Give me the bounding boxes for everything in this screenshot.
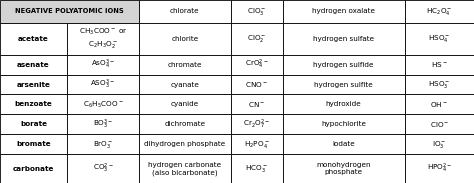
Bar	[404, 154, 474, 183]
Text: cyanate: cyanate	[171, 82, 200, 87]
Bar	[404, 55, 474, 75]
Bar	[139, 23, 231, 55]
Text: hypochlorite: hypochlorite	[321, 121, 366, 127]
Text: chlorate: chlorate	[170, 8, 200, 14]
Text: monohydrogen
phosphate: monohydrogen phosphate	[317, 162, 371, 175]
Text: iodate: iodate	[332, 141, 355, 147]
Bar	[0, 75, 67, 94]
Text: $\mathregular{HSO_3^-}$: $\mathregular{HSO_3^-}$	[428, 79, 450, 90]
Text: $\mathregular{HC_2O_4^-}$: $\mathregular{HC_2O_4^-}$	[426, 6, 453, 17]
Bar	[139, 0, 231, 23]
Bar	[404, 94, 474, 114]
Text: $\mathregular{CrO_4^{2-}}$: $\mathregular{CrO_4^{2-}}$	[245, 58, 269, 71]
Bar	[283, 114, 404, 134]
Text: $\mathregular{Cr_2O_7^{2-}}$: $\mathregular{Cr_2O_7^{2-}}$	[243, 118, 271, 131]
Text: $\mathregular{HPO_4^{2-}}$: $\mathregular{HPO_4^{2-}}$	[427, 162, 452, 175]
Bar	[231, 94, 283, 114]
Bar	[404, 114, 474, 134]
Bar	[67, 94, 139, 114]
Bar	[0, 0, 139, 23]
Text: $\mathregular{IO_3^-}$: $\mathregular{IO_3^-}$	[432, 139, 447, 150]
Text: $\mathregular{C_6H_5COO^-}$: $\mathregular{C_6H_5COO^-}$	[82, 99, 123, 110]
Text: $\mathregular{AsO_4^{3-}}$: $\mathregular{AsO_4^{3-}}$	[91, 58, 115, 71]
Bar	[67, 154, 139, 183]
Bar	[231, 55, 283, 75]
Bar	[231, 23, 283, 55]
Bar	[404, 0, 474, 23]
Text: chromate: chromate	[168, 62, 202, 68]
Bar	[67, 75, 139, 94]
Text: $\mathregular{HCO_3^-}$: $\mathregular{HCO_3^-}$	[246, 163, 268, 174]
Text: hydrogen sulfide: hydrogen sulfide	[313, 62, 374, 68]
Text: hydrogen sulfite: hydrogen sulfite	[314, 82, 373, 87]
Text: $\mathregular{CH_3COO^-}$ or
$\mathregular{C_2H_3O_2^-}$: $\mathregular{CH_3COO^-}$ or $\mathregul…	[79, 27, 128, 51]
Bar	[0, 154, 67, 183]
Bar	[231, 134, 283, 154]
Bar	[404, 23, 474, 55]
Bar	[231, 154, 283, 183]
Bar	[283, 75, 404, 94]
Text: dihydrogen phosphate: dihydrogen phosphate	[144, 141, 226, 147]
Bar	[0, 55, 67, 75]
Text: carbonate: carbonate	[13, 166, 54, 172]
Bar	[0, 94, 67, 114]
Bar	[283, 23, 404, 55]
Text: $\mathregular{CNO^-}$: $\mathregular{CNO^-}$	[246, 80, 268, 89]
Text: cyanide: cyanide	[171, 101, 199, 107]
Text: $\mathregular{CO_3^{2-}}$: $\mathregular{CO_3^{2-}}$	[92, 162, 113, 175]
Bar	[231, 0, 283, 23]
Text: $\mathregular{ClO_3^-}$: $\mathregular{ClO_3^-}$	[247, 6, 266, 17]
Bar	[0, 23, 67, 55]
Text: $\mathregular{HSO_4^-}$: $\mathregular{HSO_4^-}$	[428, 33, 450, 44]
Bar	[139, 75, 231, 94]
Text: bromate: bromate	[16, 141, 51, 147]
Bar	[139, 114, 231, 134]
Text: hydrogen oxalate: hydrogen oxalate	[312, 8, 375, 14]
Bar	[283, 154, 404, 183]
Text: hydroxide: hydroxide	[326, 101, 362, 107]
Text: chlorite: chlorite	[171, 36, 199, 42]
Bar	[0, 114, 67, 134]
Text: $\mathregular{H_2PO_4^-}$: $\mathregular{H_2PO_4^-}$	[244, 139, 270, 150]
Bar	[139, 94, 231, 114]
Text: $\mathregular{BrO_3^-}$: $\mathregular{BrO_3^-}$	[93, 139, 113, 150]
Bar	[283, 94, 404, 114]
Bar	[67, 134, 139, 154]
Text: acetate: acetate	[18, 36, 49, 42]
Text: dichromate: dichromate	[164, 121, 205, 127]
Bar	[404, 75, 474, 94]
Text: borate: borate	[20, 121, 47, 127]
Text: $\mathregular{ClO_2^-}$: $\mathregular{ClO_2^-}$	[247, 33, 266, 44]
Bar	[283, 55, 404, 75]
Bar	[283, 134, 404, 154]
Bar	[139, 55, 231, 75]
Bar	[231, 114, 283, 134]
Bar	[139, 154, 231, 183]
Text: $\mathregular{BO_3^{3-}}$: $\mathregular{BO_3^{3-}}$	[93, 118, 113, 131]
Bar	[139, 134, 231, 154]
Bar	[231, 75, 283, 94]
Text: $\mathregular{CN^-}$: $\mathregular{CN^-}$	[248, 100, 265, 109]
Text: $\mathregular{HS^-}$: $\mathregular{HS^-}$	[431, 60, 447, 69]
Bar	[67, 23, 139, 55]
Text: asenate: asenate	[17, 62, 50, 68]
Bar	[283, 0, 404, 23]
Text: benzoate: benzoate	[15, 101, 53, 107]
Text: NEGATIVE POLYATOMIC IONS: NEGATIVE POLYATOMIC IONS	[15, 8, 124, 14]
Bar	[67, 55, 139, 75]
Bar	[404, 134, 474, 154]
Text: $\mathregular{ASO_3^{3-}}$: $\mathregular{ASO_3^{3-}}$	[91, 78, 116, 91]
Text: hydrogen carbonate
(also bicarbonate): hydrogen carbonate (also bicarbonate)	[148, 162, 221, 175]
Text: arsenite: arsenite	[17, 82, 50, 87]
Bar	[0, 134, 67, 154]
Bar	[67, 114, 139, 134]
Text: hydrogen sulfate: hydrogen sulfate	[313, 36, 374, 42]
Text: $\mathregular{ClO^-}$: $\mathregular{ClO^-}$	[429, 120, 449, 129]
Text: $\mathregular{OH^-}$: $\mathregular{OH^-}$	[430, 100, 448, 109]
